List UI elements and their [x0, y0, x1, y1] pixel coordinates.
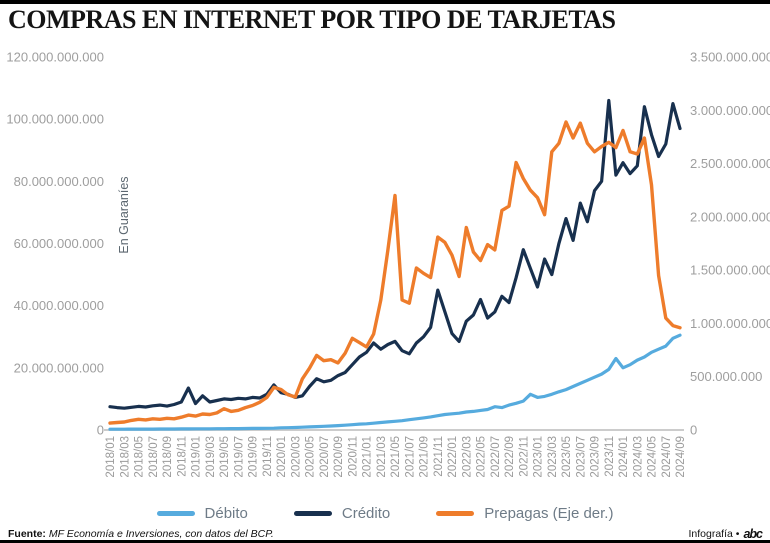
svg-text:2022/05: 2022/05 [476, 436, 488, 478]
svg-text:2021/01: 2021/01 [362, 436, 374, 478]
svg-text:2020/05: 2020/05 [305, 436, 317, 478]
svg-text:2018/05: 2018/05 [134, 436, 146, 478]
svg-text:2.000.000.000: 2.000.000.000 [690, 209, 770, 224]
svg-text:2021/07: 2021/07 [404, 436, 416, 478]
svg-text:2018/03: 2018/03 [119, 436, 131, 478]
line-chart: 120.000.000.000 100.000.000.000 80.000.000… [6, 50, 770, 478]
svg-text:2018/07: 2018/07 [148, 436, 160, 478]
svg-text:2020/01: 2020/01 [276, 436, 288, 478]
top-bar [0, 0, 770, 4]
svg-text:2023/05: 2023/05 [561, 436, 573, 478]
debito-line-swatch [156, 511, 195, 516]
svg-text:2022/09: 2022/09 [504, 436, 516, 478]
svg-text:3.000.000.000: 3.000.000.000 [690, 103, 770, 118]
svg-text:2022/01: 2022/01 [447, 436, 459, 478]
svg-text:500.000.000: 500.000.000 [690, 369, 762, 384]
legend-label-credito: Crédito [341, 505, 391, 522]
svg-text:2022/07: 2022/07 [490, 436, 502, 478]
svg-text:2019/11: 2019/11 [262, 436, 274, 477]
svg-text:2022/11: 2022/11 [518, 436, 530, 477]
svg-text:2019/05: 2019/05 [219, 436, 231, 478]
svg-text:80.000.000.000: 80.000.000.000 [14, 174, 104, 189]
svg-text:2020/03: 2020/03 [290, 436, 302, 478]
svg-text:0: 0 [690, 423, 697, 438]
svg-text:2023/11: 2023/11 [604, 436, 616, 477]
legend-item-credito: Crédito [293, 505, 391, 522]
svg-text:100.000.000.000: 100.000.000.000 [6, 112, 104, 127]
svg-text:2023/01: 2023/01 [533, 436, 545, 478]
svg-text:2019/01: 2019/01 [191, 436, 203, 478]
svg-text:0: 0 [97, 423, 104, 438]
svg-text:2024/05: 2024/05 [647, 436, 659, 478]
svg-text:40.000.000.000: 40.000.000.000 [14, 298, 104, 313]
svg-text:2024/07: 2024/07 [661, 436, 673, 478]
svg-text:2021/11: 2021/11 [433, 436, 445, 477]
credit-line: Infografía • abc [688, 527, 762, 541]
legend-label-prepagas: Prepagas (Eje der.) [484, 505, 614, 522]
svg-text:1.000.000.000: 1.000.000.000 [690, 316, 770, 331]
legend-item-prepagas: Prepagas (Eje der.) [436, 505, 613, 522]
svg-text:2018/11: 2018/11 [176, 436, 188, 477]
footer: Fuente: MF Economía e Inversiones, con da… [0, 527, 770, 541]
source-line: Fuente: MF Economía e Inversiones, con da… [8, 528, 274, 540]
legend-item-debito: Débito [156, 505, 248, 522]
prepagas-line-swatch [436, 511, 475, 516]
legend-label-debito: Débito [204, 505, 248, 522]
bottom-bar [0, 540, 770, 543]
chart-legend: Débito Crédito Prepagas (Eje der.) [0, 505, 770, 522]
svg-text:2020/11: 2020/11 [347, 436, 359, 477]
abc-logo: abc [743, 526, 763, 541]
credit-text: Infografía • [688, 527, 740, 540]
svg-text:20.000.000.000: 20.000.000.000 [14, 360, 104, 375]
svg-text:120.000.000.000: 120.000.000.000 [6, 50, 104, 65]
svg-text:2024/09: 2024/09 [675, 436, 687, 478]
svg-text:2024/01: 2024/01 [618, 436, 630, 478]
svg-text:2020/09: 2020/09 [333, 436, 345, 478]
credito-line-swatch [293, 511, 332, 516]
svg-text:2021/09: 2021/09 [419, 436, 431, 478]
chart-title: COMPRAS EN INTERNET POR TIPO DE TARJETAS [8, 5, 616, 34]
svg-text:2019/03: 2019/03 [205, 436, 217, 478]
svg-text:2018/01: 2018/01 [105, 436, 117, 478]
svg-text:60.000.000.000: 60.000.000.000 [14, 236, 104, 251]
svg-text:2020/07: 2020/07 [319, 436, 331, 478]
source-text: MF Economía e Inversiones, con datos del… [48, 527, 274, 540]
svg-text:2023/07: 2023/07 [575, 436, 587, 478]
svg-text:2019/09: 2019/09 [248, 436, 260, 478]
svg-text:1.500.000.000: 1.500.000.000 [690, 263, 770, 278]
svg-text:2018/09: 2018/09 [162, 436, 174, 478]
svg-text:En Guaraníes: En Guaraníes [117, 176, 131, 253]
svg-text:2021/05: 2021/05 [390, 436, 402, 478]
svg-text:3.500.000.000: 3.500.000.000 [690, 50, 770, 65]
svg-text:2024/03: 2024/03 [632, 436, 644, 478]
svg-text:2.500.000.000: 2.500.000.000 [690, 156, 770, 171]
svg-text:2023/03: 2023/03 [547, 436, 559, 478]
svg-text:2021/03: 2021/03 [376, 436, 388, 478]
svg-text:2023/09: 2023/09 [590, 436, 602, 478]
svg-text:2019/07: 2019/07 [233, 436, 245, 478]
svg-text:2022/03: 2022/03 [461, 436, 473, 478]
source-label: Fuente: [8, 527, 46, 540]
